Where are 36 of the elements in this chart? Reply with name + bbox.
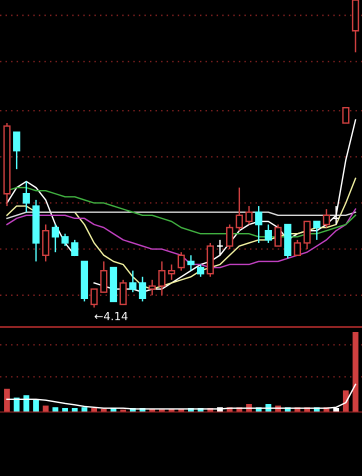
candlestick: [71, 239, 78, 256]
candlestick: [255, 205, 262, 244]
candlestick: [304, 220, 311, 250]
candlestick: [22, 180, 30, 213]
bar: [91, 408, 98, 412]
candlestick: [274, 224, 282, 247]
candlestick: [90, 288, 98, 308]
candlestick: [168, 264, 176, 281]
candlestick: [100, 260, 108, 293]
bar: [33, 399, 39, 412]
bar: [82, 407, 88, 412]
candlestick: [61, 233, 69, 247]
candlestick: [264, 224, 272, 244]
candlestick: [342, 106, 350, 124]
candlestick: [236, 186, 243, 232]
candlestick: [13, 132, 20, 170]
candlestick: [245, 205, 253, 226]
bar: [352, 332, 358, 412]
bar: [52, 407, 58, 412]
candlestick: [197, 264, 204, 278]
candlestick: [148, 279, 156, 296]
candlestick: [294, 239, 302, 256]
candlestick: [129, 270, 136, 293]
candlestick: [332, 205, 340, 226]
bar: [62, 408, 68, 412]
candlestick: [138, 276, 146, 302]
candlestick: [313, 220, 320, 241]
text: ←4.14: [94, 312, 128, 320]
candlestick: [52, 224, 59, 253]
candlestick: [158, 260, 166, 296]
candlestick: [226, 224, 234, 250]
candlestick: [187, 254, 195, 272]
candlestick: [178, 251, 185, 272]
candlestick: [120, 279, 127, 306]
candlestick: [322, 208, 330, 228]
bar: [4, 388, 10, 412]
